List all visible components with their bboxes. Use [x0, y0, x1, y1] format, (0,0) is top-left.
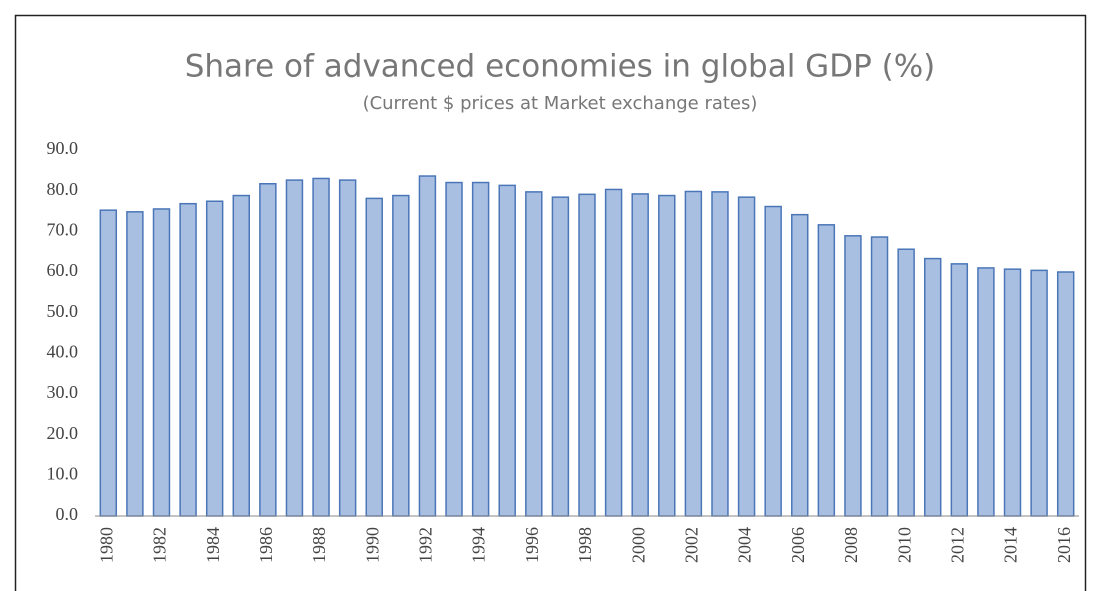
- bar: [977, 267, 995, 517]
- x-tick-label: 2006: [788, 527, 808, 563]
- bar: [471, 181, 490, 517]
- x-tick-label: 1984: [203, 527, 223, 563]
- bar: [126, 211, 144, 517]
- x-tick-label: 2008: [841, 527, 861, 563]
- bar: [232, 194, 250, 517]
- x-tick-label: 1986: [256, 527, 276, 563]
- bar: [1003, 268, 1022, 517]
- y-tick-label: 50.0: [47, 301, 79, 321]
- bar: [844, 235, 862, 517]
- bar: [312, 177, 330, 517]
- y-tick-label: 70.0: [47, 219, 79, 239]
- bar: [791, 213, 809, 517]
- bar: [445, 181, 463, 517]
- bar: [365, 197, 383, 517]
- x-tick-label: 1980: [96, 527, 116, 563]
- y-tick-label: 80.0: [47, 179, 79, 199]
- bar: [924, 257, 942, 517]
- x-tick-label: 1996: [522, 527, 542, 563]
- bar: [950, 263, 969, 517]
- x-tick-label: 1982: [150, 527, 170, 563]
- bar: [578, 193, 596, 517]
- bar: [1056, 271, 1075, 517]
- x-tick-label: 1990: [362, 527, 382, 563]
- y-tick-label: 20.0: [47, 423, 79, 443]
- bar: [338, 179, 357, 517]
- y-tick-label: 40.0: [47, 341, 79, 361]
- bar: [259, 183, 277, 517]
- bar: [392, 194, 410, 517]
- y-tick-label: 60.0: [47, 260, 79, 280]
- bar: [99, 209, 118, 517]
- bar: [179, 202, 197, 517]
- y-tick-label: 10.0: [47, 463, 79, 483]
- x-tick-label: 2016: [1054, 527, 1074, 563]
- bar: [525, 191, 543, 517]
- bar: [285, 179, 304, 517]
- x-tick-label: 1988: [309, 527, 329, 563]
- bar: [684, 190, 703, 517]
- x-tick-label: 1992: [416, 527, 436, 563]
- chart-title: Share of advanced economies in global GD…: [185, 49, 936, 85]
- bar: [498, 184, 516, 517]
- bar: [737, 196, 756, 517]
- y-tick-label: 30.0: [47, 382, 79, 402]
- y-tick-label: 0.0: [56, 504, 79, 524]
- x-tick-label: 2004: [735, 527, 755, 563]
- bar: [817, 224, 836, 517]
- bar: [604, 188, 623, 517]
- x-tick-label: 2014: [1001, 527, 1021, 563]
- bar: [658, 194, 676, 517]
- bar: [205, 200, 224, 517]
- x-tick-label: 2010: [894, 527, 914, 563]
- x-tick-label: 1994: [469, 527, 489, 563]
- bar: [711, 191, 729, 517]
- bar: [418, 175, 437, 517]
- x-tick-label: 2012: [947, 527, 967, 563]
- bar: [152, 208, 171, 517]
- bar: [897, 248, 915, 517]
- bar: [631, 193, 649, 517]
- bar: [870, 236, 889, 517]
- bar: [551, 196, 570, 517]
- y-tick-label: 90.0: [47, 138, 79, 158]
- x-tick-label: 1998: [575, 527, 595, 563]
- x-tick-label: 2000: [628, 527, 648, 563]
- bar: [1030, 269, 1048, 517]
- chart-subtitle: (Current $ prices at Market exchange rat…: [363, 93, 758, 114]
- bar: [764, 205, 782, 517]
- x-tick-label: 2002: [682, 527, 702, 563]
